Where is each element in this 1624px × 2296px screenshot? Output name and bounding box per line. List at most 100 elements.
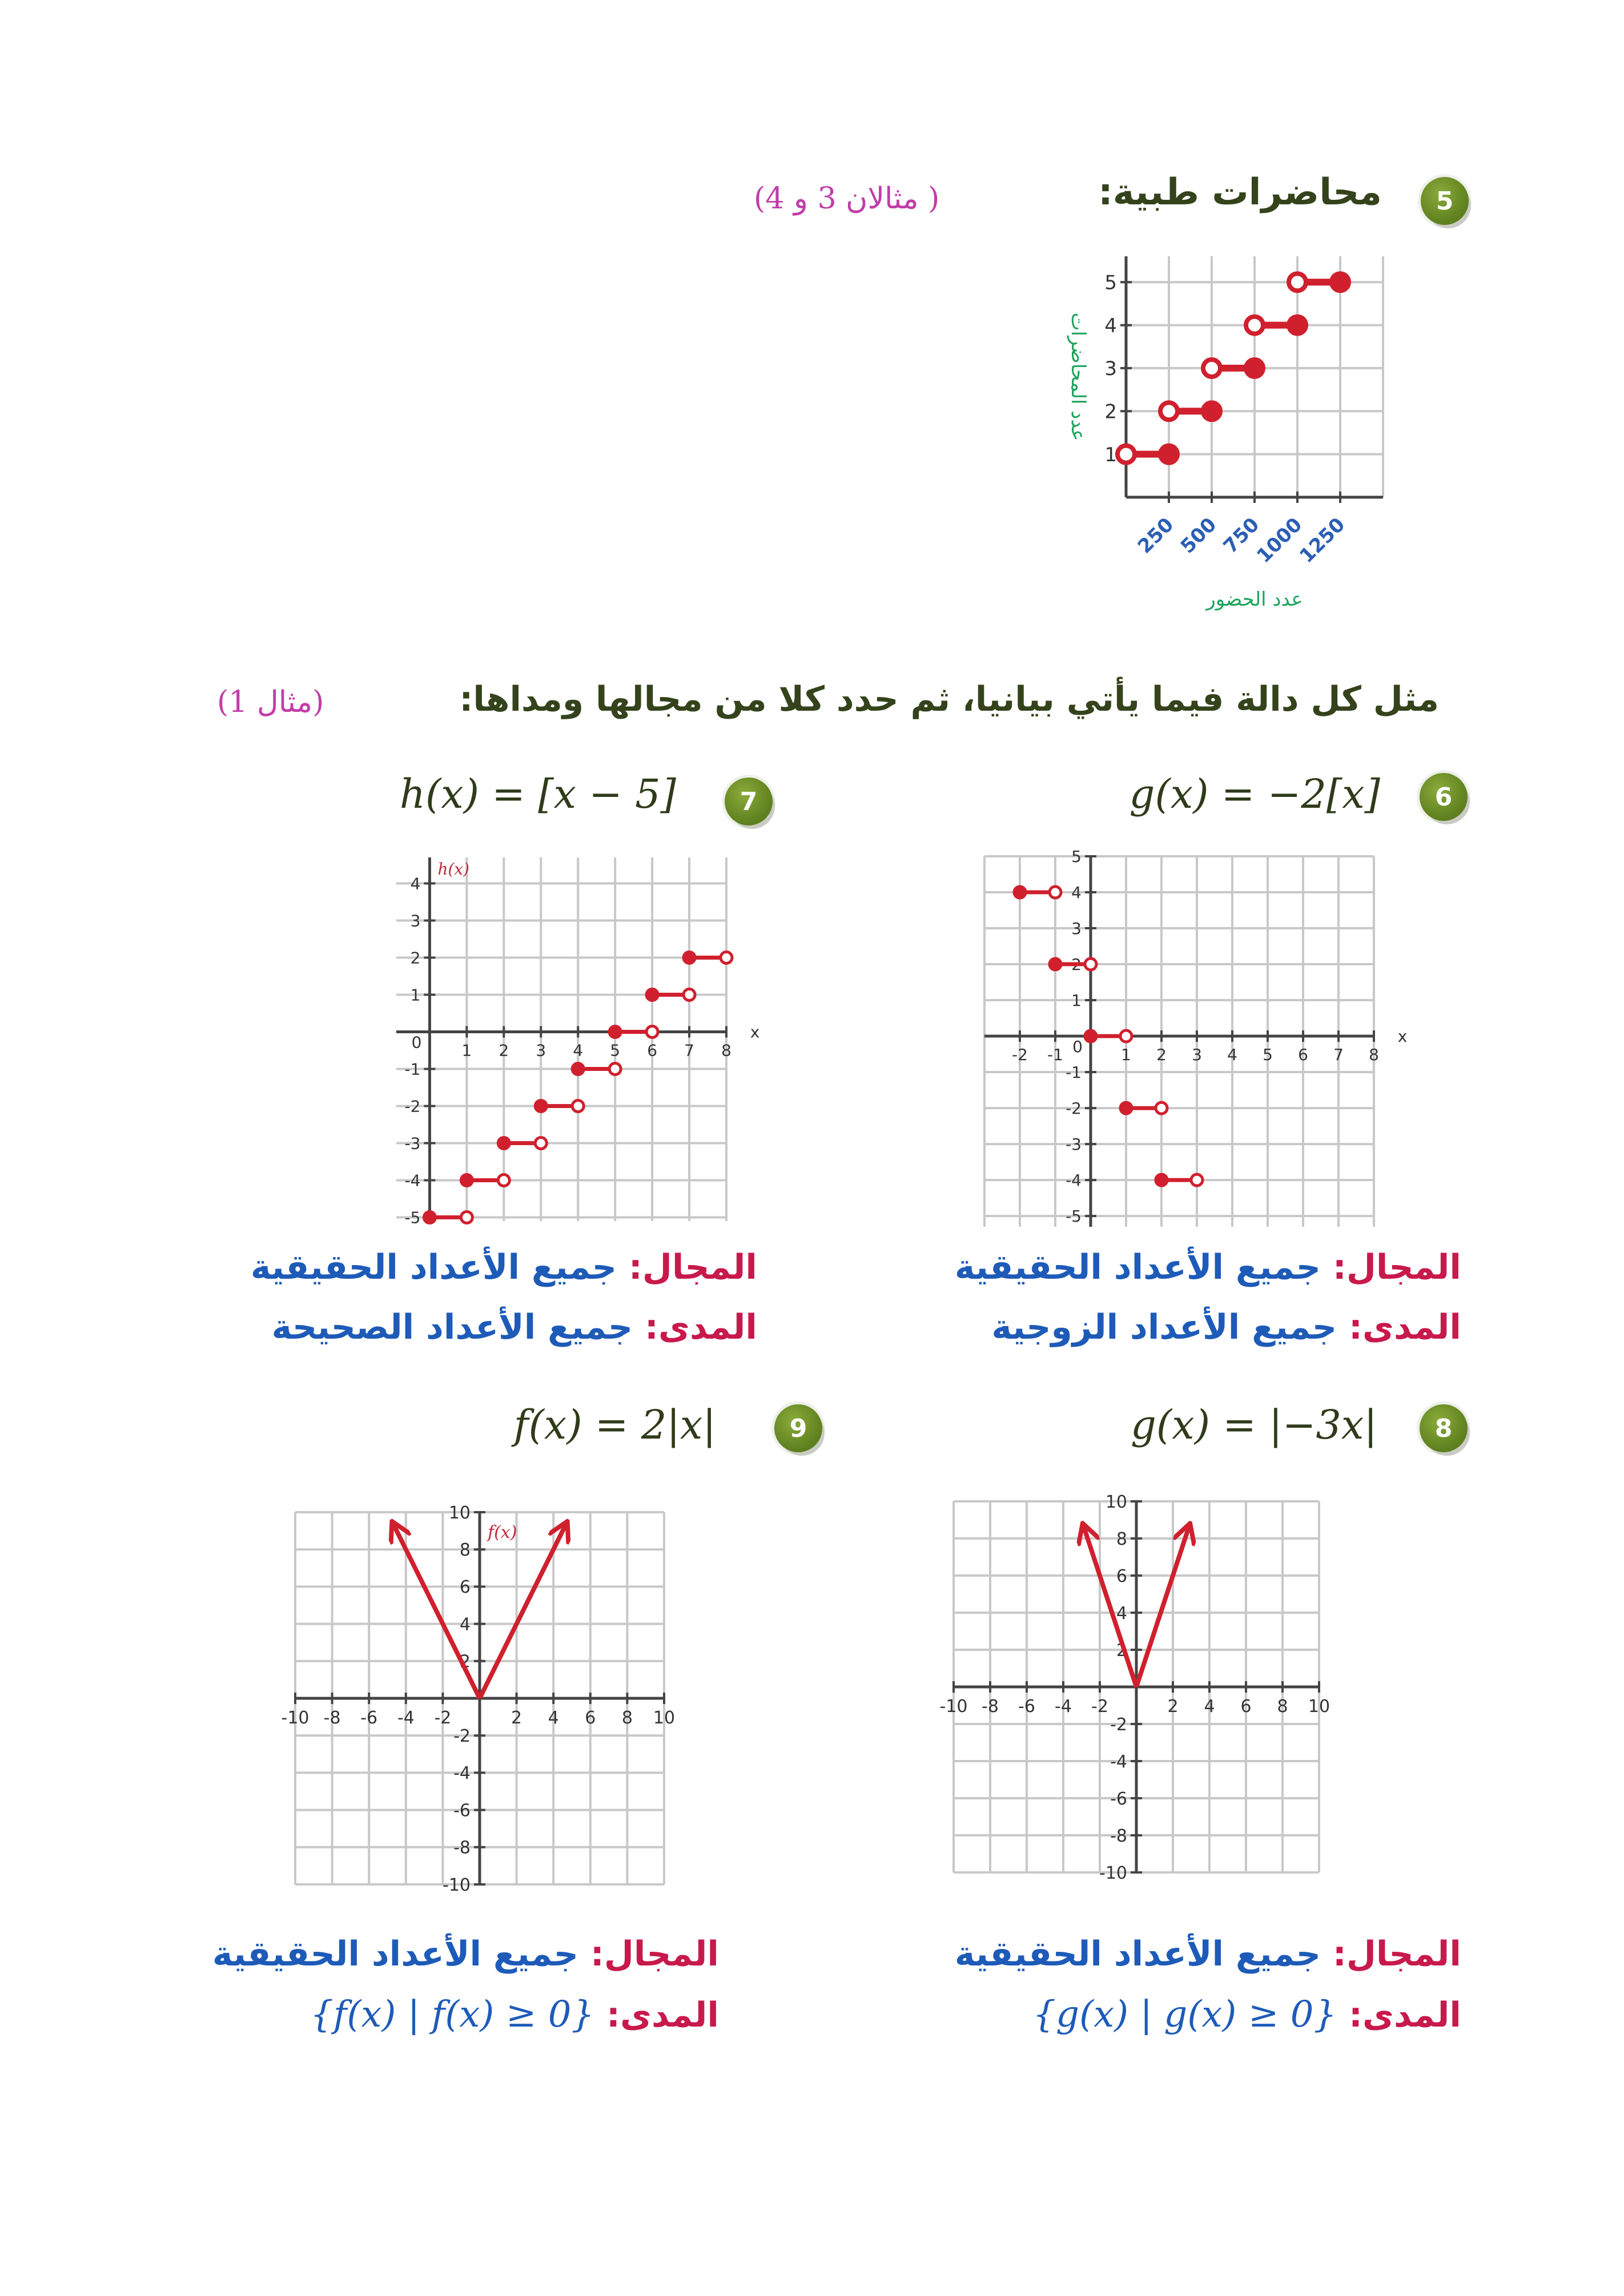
function-formula: g(x) = |−3x| <box>1131 1401 1377 1448</box>
example-reference: (مثال 1) <box>217 685 324 719</box>
x-tick-label: -6 <box>1018 1697 1035 1717</box>
closed-endpoint <box>1287 314 1308 336</box>
closed-endpoint <box>1329 271 1351 293</box>
open-endpoint <box>1048 885 1063 900</box>
step-segment <box>1201 357 1265 379</box>
step-segment <box>1287 271 1351 293</box>
y-tick-label: 10 <box>1106 1492 1127 1512</box>
domain-value: جميع الأعداد الحقيقية <box>212 1934 578 1974</box>
closed-endpoint <box>682 950 697 965</box>
step-segment <box>1115 443 1180 465</box>
step-segment <box>422 1210 474 1224</box>
range-answer: المدى: جميع الأعداد الصحيحة <box>272 1307 757 1347</box>
x-tick-label: 10 <box>1308 1697 1330 1717</box>
step-segment <box>1012 885 1063 900</box>
open-endpoint <box>1189 1173 1204 1187</box>
domain-label: المجال: <box>1332 1934 1461 1974</box>
open-endpoint <box>1287 271 1308 293</box>
y-tick-label: 5 <box>1071 847 1082 866</box>
open-endpoint <box>1244 314 1265 336</box>
y-tick-label: -2 <box>453 1726 471 1746</box>
range-value: {f(x) | f(x) ≥ 0} <box>309 1993 595 2036</box>
closed-endpoint <box>608 1025 622 1039</box>
x-tick-label: 8 <box>721 1041 731 1060</box>
closed-endpoint <box>1158 443 1180 465</box>
domain-value: جميع الأعداد الحقيقية <box>954 1934 1321 1974</box>
closed-endpoint <box>459 1173 474 1187</box>
closed-endpoint <box>570 1062 585 1076</box>
y-tick-label: 4 <box>460 1614 471 1634</box>
x-tick-label: 1250 <box>1295 513 1349 567</box>
y-tick-label: -10 <box>1099 1863 1127 1883</box>
closed-endpoint <box>533 1099 548 1113</box>
open-endpoint <box>1201 357 1223 379</box>
y-tick-label: 4 <box>1071 883 1082 902</box>
y-tick-label: 1 <box>1104 444 1117 466</box>
y-tick-label: 4 <box>1116 1604 1127 1624</box>
origin-label: 0 <box>1072 1037 1083 1056</box>
domain-answer: المجال: جميع الأعداد الحقيقية <box>955 1247 1461 1287</box>
x-tick-label: 2 <box>1156 1045 1167 1064</box>
problem-number-badge-9: 9 <box>774 1404 822 1452</box>
y-axis-label: f(x) <box>487 1522 517 1542</box>
x-tick-label: -2 <box>1012 1045 1028 1064</box>
y-tick-label: -2 <box>1110 1715 1127 1735</box>
function-line <box>1134 1525 1189 1688</box>
step-segment <box>682 950 734 965</box>
y-tick-label: 4 <box>1104 315 1117 337</box>
y-tick-label: -8 <box>1110 1826 1127 1846</box>
x-axis-label: عدد الحضور <box>1205 588 1303 611</box>
open-endpoint <box>1115 443 1137 465</box>
x-tick-label: 7 <box>1333 1045 1344 1064</box>
range-label: المدى: <box>645 1307 757 1347</box>
open-endpoint <box>1119 1029 1133 1044</box>
domain-answer: المجال: جميع الأعداد الحقيقية <box>251 1247 757 1287</box>
x-tick-label: 6 <box>647 1041 657 1060</box>
range-value: جميع الأعداد الصحيحة <box>271 1307 633 1347</box>
example-reference: (مثالان 3 و 4 ) <box>754 182 940 216</box>
step-segment <box>459 1173 511 1187</box>
domain-answer: المجال: جميع الأعداد الحقيقية <box>212 1934 719 1974</box>
open-endpoint <box>645 1025 660 1039</box>
x-tick-label: 1 <box>461 1041 472 1060</box>
y-tick-label: 6 <box>1116 1566 1127 1586</box>
x-tick-label: -2 <box>434 1708 451 1728</box>
problem-number-badge-7: 7 <box>725 778 773 825</box>
x-tick-label: 1000 <box>1252 513 1307 567</box>
y-tick-label: -6 <box>453 1800 471 1820</box>
open-endpoint <box>533 1136 548 1150</box>
step-segment <box>1244 314 1308 336</box>
range-answer: المدى: {f(x) | f(x) ≥ 0} <box>310 1993 719 2036</box>
closed-endpoint <box>496 1136 511 1150</box>
graph-h-step: 1 2 3 4 5 6 7 8 -5 -4 -3 -2 -1 1 2 3 4 0 x h(x) <box>396 857 759 1227</box>
x-tick-label: 7 <box>684 1041 694 1060</box>
y-tick-label: -10 <box>443 1875 471 1895</box>
x-tick-label: 3 <box>1192 1045 1202 1064</box>
x-tick-label: -2 <box>1091 1697 1108 1717</box>
x-tick-label: 5 <box>1263 1045 1273 1064</box>
x-tick-label: 4 <box>548 1708 559 1728</box>
y-tick-label: -2 <box>405 1097 421 1116</box>
step-segment <box>496 1136 548 1150</box>
domain-answer: المجال: جميع الأعداد الحقيقية <box>955 1934 1461 1974</box>
x-tick-label: 3 <box>536 1041 546 1060</box>
y-tick-label: -4 <box>405 1171 421 1190</box>
y-tick-label: 6 <box>460 1577 471 1597</box>
step-segment <box>1119 1101 1169 1115</box>
y-tick-label: -3 <box>1066 1135 1082 1154</box>
step-segment <box>533 1099 585 1113</box>
range-label: المدى: <box>1349 1995 1461 2035</box>
closed-endpoint <box>1119 1101 1133 1115</box>
closed-endpoint <box>1201 400 1223 422</box>
y-tick-label: -6 <box>1110 1789 1127 1809</box>
range-value: جميع الأعداد الزوجية <box>991 1307 1337 1347</box>
closed-endpoint <box>1154 1173 1169 1187</box>
problem-number-badge-5: 5 <box>1421 177 1469 225</box>
x-tick-label: -1 <box>1047 1045 1063 1064</box>
x-tick-label: -10 <box>282 1708 309 1728</box>
y-tick-label: -8 <box>453 1838 471 1858</box>
domain-value: جميع الأعداد الحقيقية <box>250 1247 617 1287</box>
y-tick-label: 8 <box>460 1540 471 1560</box>
x-tick-label: 4 <box>1204 1697 1215 1717</box>
